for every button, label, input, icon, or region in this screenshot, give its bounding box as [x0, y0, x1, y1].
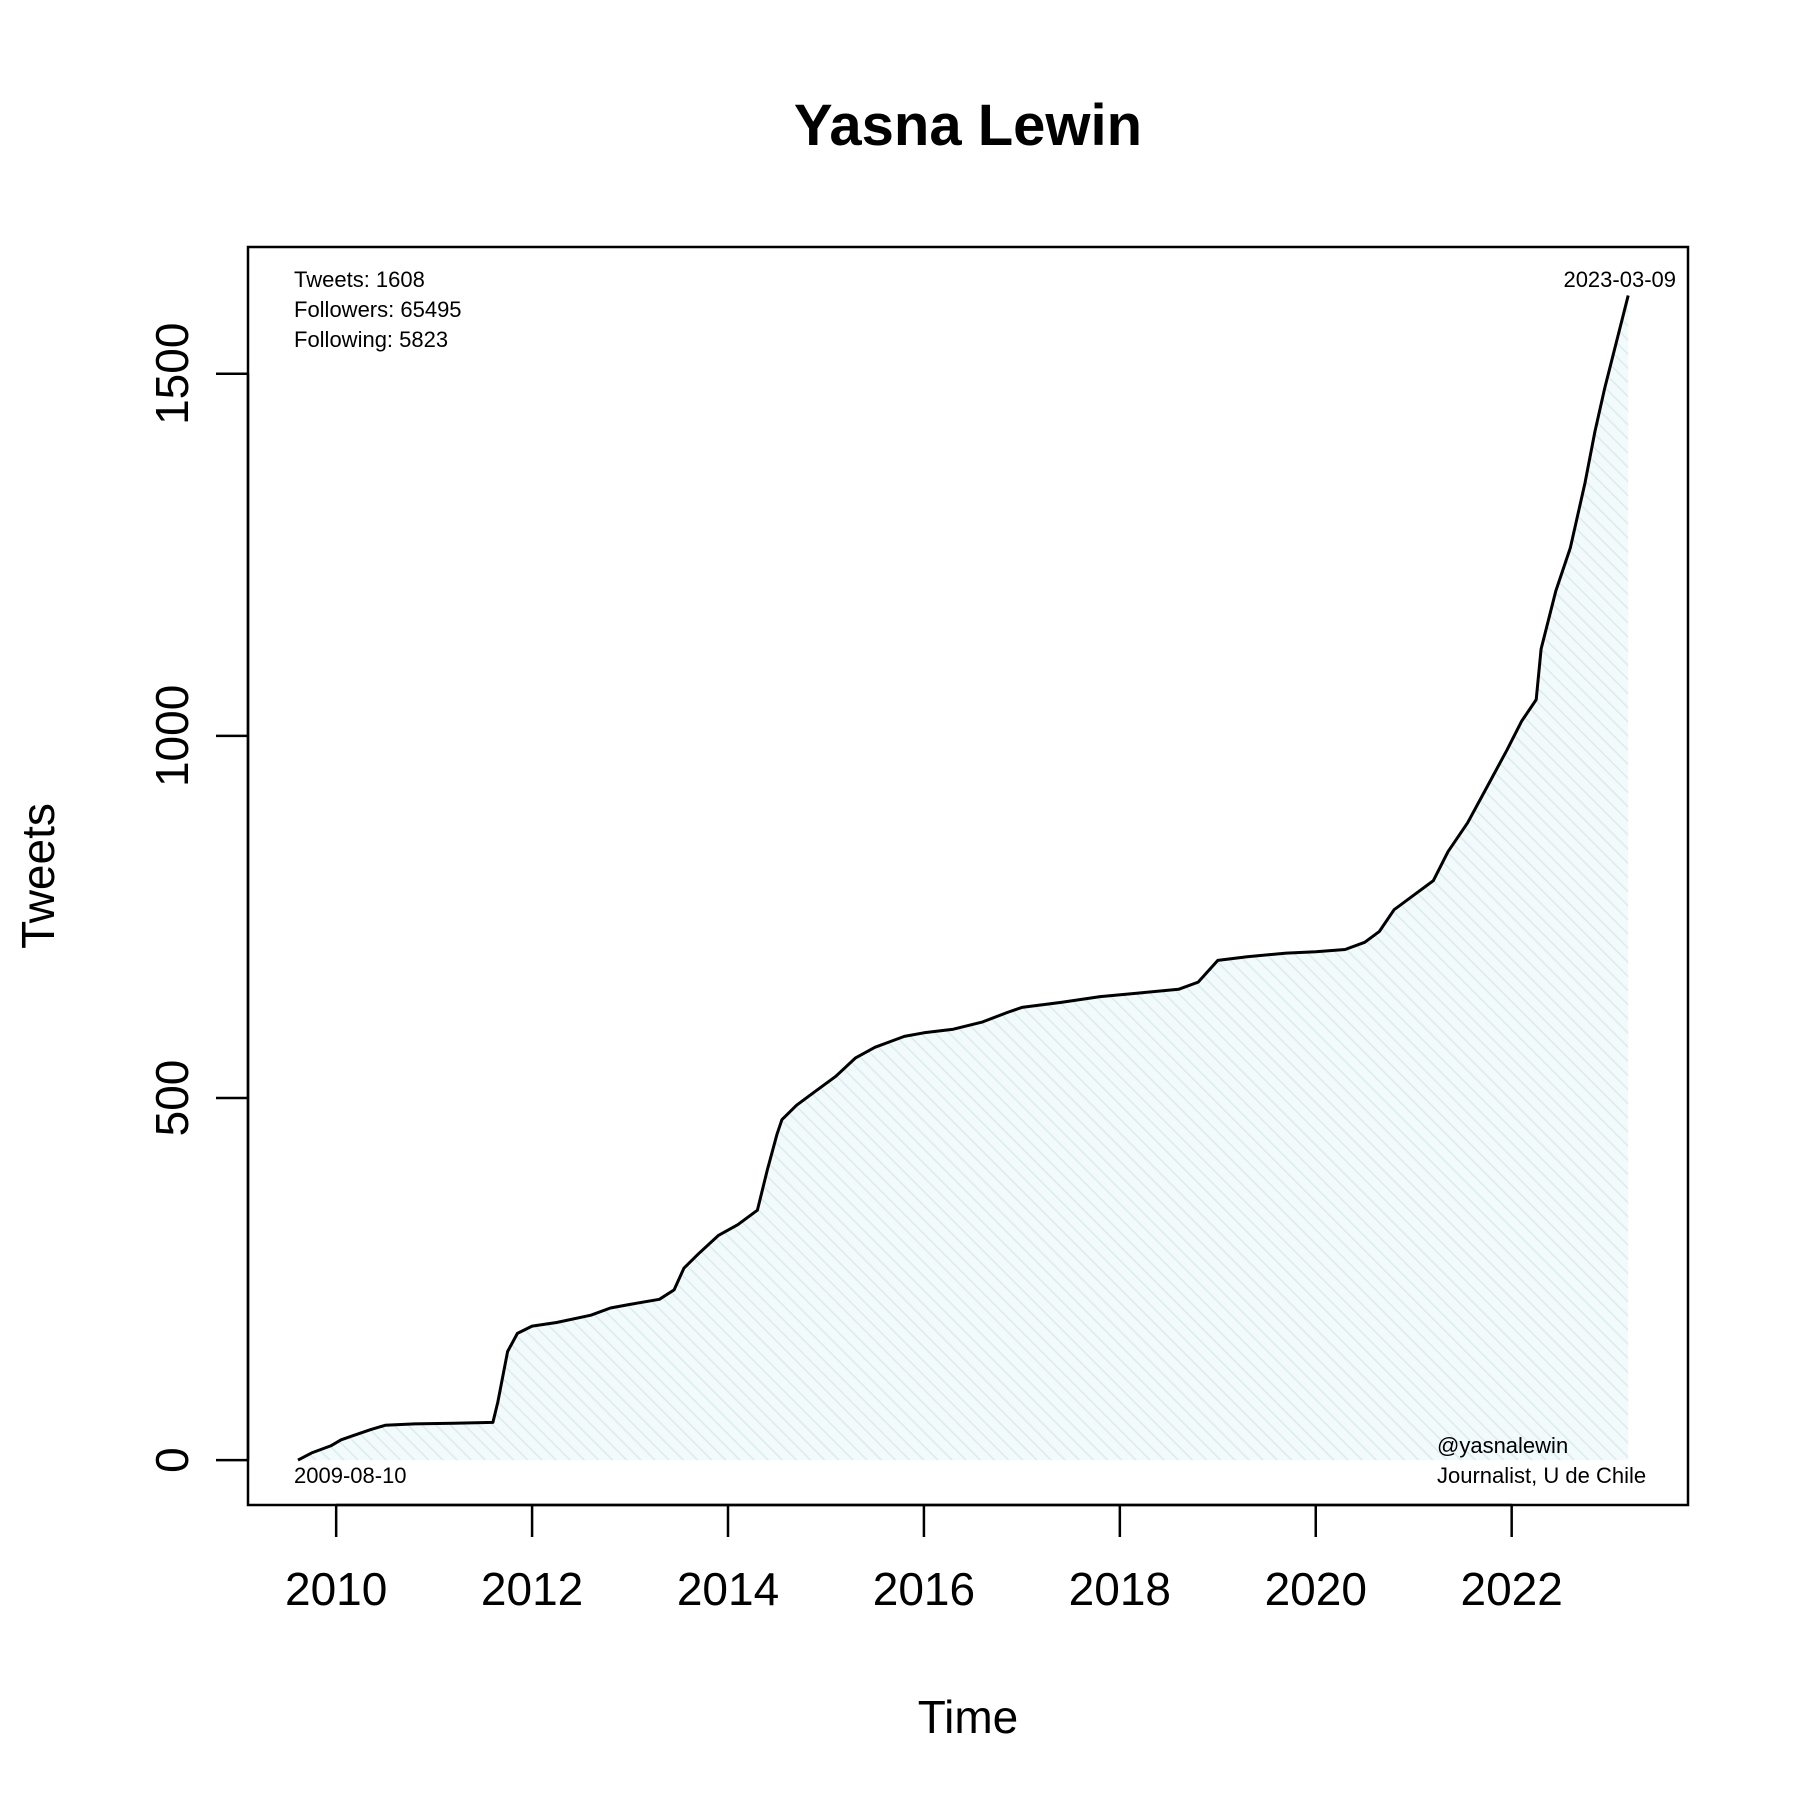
stats-tweets: Tweets: 1608 [294, 267, 425, 292]
x-tick-label: 2018 [1069, 1563, 1171, 1615]
y-tick-label: 0 [146, 1447, 198, 1473]
x-axis: 2010 2012 2014 2016 2018 2020 2022 [285, 1503, 1563, 1615]
x-axis-title: Time [918, 1691, 1019, 1743]
chart-title: Yasna Lewin [794, 93, 1142, 158]
y-axis: 0 500 1000 1500 [146, 323, 250, 1473]
stats-followers: Followers: 65495 [294, 297, 462, 322]
start-date-label: 2009-08-10 [294, 1463, 407, 1488]
handle-label: @yasnalewin [1437, 1433, 1568, 1458]
x-tick-label: 2020 [1265, 1563, 1367, 1615]
x-tick-label: 2010 [285, 1563, 387, 1615]
x-tick-label: 2014 [677, 1563, 779, 1615]
y-tick-label: 500 [146, 1060, 198, 1137]
x-tick-label: 2016 [873, 1563, 975, 1615]
series-line [297, 295, 1630, 1462]
y-axis-title: Tweets [12, 803, 64, 949]
y-tick-label: 1000 [146, 685, 198, 787]
bio-label: Journalist, U de Chile [1437, 1463, 1646, 1488]
y-tick-label: 1500 [146, 323, 198, 425]
area-fill [298, 295, 1629, 1461]
x-tick-label: 2012 [481, 1563, 583, 1615]
x-tick-label: 2022 [1461, 1563, 1563, 1615]
end-date-label: 2023-03-09 [1563, 267, 1676, 292]
stats-following: Following: 5823 [294, 327, 448, 352]
plot-area [246, 245, 1690, 1507]
